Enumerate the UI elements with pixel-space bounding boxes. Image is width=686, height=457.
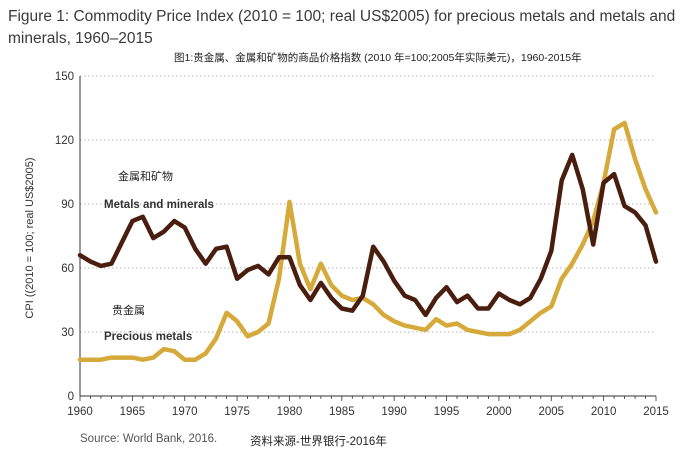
y-tick-label: 120: [55, 135, 74, 147]
y-tick-label: 60: [61, 263, 74, 275]
source-note-cn: 资料来源-世界银行-2016年: [250, 436, 387, 448]
series-label-metals-cn: 金属和矿物: [118, 169, 173, 183]
series-label-metals-en: Metals and minerals: [104, 199, 214, 211]
x-tick-label: 2010: [591, 406, 617, 418]
series-line-precious-metals: [77, 120, 659, 362]
series-lines: [77, 120, 659, 362]
x-tick-label: 2005: [538, 406, 564, 418]
chart-title: Figure 1: Commodity Price Index (2010 = …: [8, 8, 676, 47]
y-axis-label: CPI ((2010 = 100; real US$2005): [24, 157, 36, 318]
x-tick-label: 2015: [643, 406, 669, 418]
axes: [79, 76, 657, 401]
x-tick-label: 1980: [277, 406, 303, 418]
x-tick-label: 1960: [67, 406, 93, 418]
x-tick-label: 1965: [120, 406, 146, 418]
series-label-precious-en: Precious metals: [104, 331, 192, 343]
y-tick-label: 90: [61, 199, 74, 211]
x-tick-label: 1970: [172, 406, 198, 418]
x-tick-labels: 1960 1965 1970 1975 1980 1985 1990 1995 2000 2005…: [67, 406, 669, 418]
y-tick-labels: 0 30 60 90 120 150: [55, 71, 74, 403]
y-tick-label: 150: [55, 71, 74, 83]
x-tick-label: 1985: [329, 406, 355, 418]
y-tick-label: 0: [68, 391, 74, 403]
chart-subtitle-cn: 图1:贵金属、金属和矿物的商品价格指数 (2010 年=100;2005年实际美…: [174, 52, 582, 64]
source-note: Source: World Bank, 2016.: [80, 433, 218, 445]
x-tick-label: 2000: [486, 406, 512, 418]
x-tick-label: 1990: [381, 406, 407, 418]
series-label-precious-cn: 贵金属: [112, 303, 145, 317]
x-tick-label: 1975: [224, 406, 250, 418]
y-tick-label: 30: [61, 327, 74, 339]
series-line-metals-and-minerals: [77, 152, 659, 318]
x-tick-label: 1995: [434, 406, 460, 418]
